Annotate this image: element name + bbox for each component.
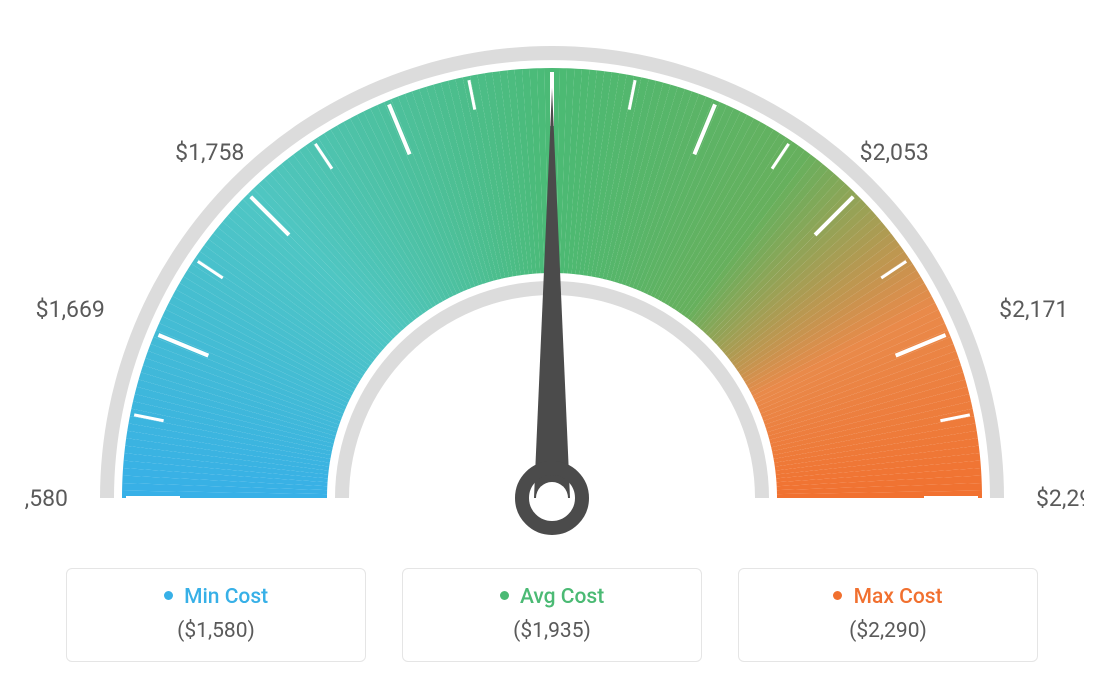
legend-card-min: Min Cost ($1,580) xyxy=(66,568,366,662)
cost-gauge-chart: $1,580$1,669$1,758$1,935$2,053$2,171$2,2… xyxy=(20,20,1084,662)
legend-label-avg-text: Avg Cost xyxy=(520,585,604,609)
legend-value-min: ($1,580) xyxy=(67,619,365,643)
gauge-svg-container: $1,580$1,669$1,758$1,935$2,053$2,171$2,2… xyxy=(20,20,1084,540)
legend-card-max: Max Cost ($2,290) xyxy=(738,568,1038,662)
legend-label-max: Max Cost xyxy=(739,585,1037,609)
svg-text:$1,758: $1,758 xyxy=(175,139,244,166)
legend-label-avg: Avg Cost xyxy=(403,585,701,609)
svg-text:$1,669: $1,669 xyxy=(36,296,105,323)
legend-row: Min Cost ($1,580) Avg Cost ($1,935) Max … xyxy=(20,568,1084,662)
gauge-svg: $1,580$1,669$1,758$1,935$2,053$2,171$2,2… xyxy=(20,20,1084,540)
svg-text:$1,580: $1,580 xyxy=(20,485,68,512)
legend-card-avg: Avg Cost ($1,935) xyxy=(402,568,702,662)
dot-min xyxy=(164,591,173,600)
legend-label-min-text: Min Cost xyxy=(184,585,268,609)
legend-label-max-text: Max Cost xyxy=(854,585,943,609)
legend-value-max: ($2,290) xyxy=(739,619,1037,643)
legend-label-min: Min Cost xyxy=(67,585,365,609)
dot-avg xyxy=(500,591,509,600)
svg-text:$2,290: $2,290 xyxy=(1036,485,1084,512)
legend-value-avg: ($1,935) xyxy=(403,619,701,643)
dot-max xyxy=(833,591,842,600)
svg-text:$2,053: $2,053 xyxy=(860,139,929,166)
svg-text:$2,171: $2,171 xyxy=(999,296,1068,323)
